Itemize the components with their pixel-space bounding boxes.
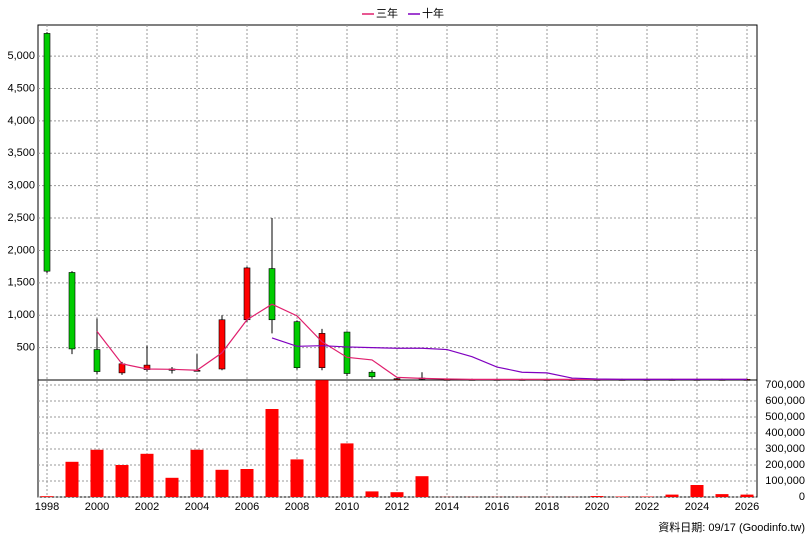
y2-tick-label: 600,000 xyxy=(765,395,805,407)
volume-bar xyxy=(665,494,679,497)
x-tick-label: 2016 xyxy=(485,501,509,513)
candle-body xyxy=(43,33,51,272)
candle-body xyxy=(393,378,401,381)
x-tick-label: 2022 xyxy=(635,501,659,513)
y-tick-label: 3,000 xyxy=(7,180,35,192)
x-tick-label: 2014 xyxy=(435,501,459,513)
volume-bar xyxy=(140,453,154,497)
volume-bar xyxy=(365,491,379,497)
volume-bar xyxy=(265,409,279,497)
y2-tick-label: 100,000 xyxy=(765,475,805,487)
y-tick-label: 3,500 xyxy=(7,147,35,159)
candle-body xyxy=(318,333,326,368)
volume-bar xyxy=(240,469,254,497)
x-tick-label: 2006 xyxy=(235,501,259,513)
volume-bar xyxy=(65,461,79,497)
volume-bar xyxy=(715,494,729,497)
volume-bar xyxy=(290,459,304,497)
y-tick-label: 2,000 xyxy=(7,244,35,256)
volume-bar xyxy=(690,485,704,497)
x-tick-label: 2004 xyxy=(185,501,209,513)
candle-body xyxy=(118,363,126,374)
candle-body xyxy=(218,319,226,370)
y-tick-label: 1,500 xyxy=(7,277,35,289)
y-tick-label: 2,500 xyxy=(7,212,35,224)
candle-body xyxy=(68,272,76,350)
volume-bar xyxy=(190,449,204,497)
x-tick-label: 2020 xyxy=(585,501,609,513)
y-tick-label: 4,000 xyxy=(7,115,35,127)
x-tick-label: 2008 xyxy=(285,501,309,513)
x-tick-label: 2024 xyxy=(685,501,709,513)
x-tick-label: 2010 xyxy=(335,501,359,513)
candle-body xyxy=(368,371,376,378)
volume-bar xyxy=(390,492,404,497)
candle-body xyxy=(243,267,251,321)
x-tick-label: 2002 xyxy=(135,501,159,513)
x-tick-label: 2000 xyxy=(85,501,109,513)
ma-line xyxy=(271,337,747,380)
volume-bar xyxy=(315,380,329,497)
x-tick-label: 2012 xyxy=(385,501,409,513)
y-tick-label: 4,500 xyxy=(7,82,35,94)
candle-body xyxy=(293,321,301,368)
volume-bar xyxy=(215,469,229,497)
volume-bar xyxy=(90,449,104,497)
volume-bar xyxy=(165,477,179,497)
y2-tick-label: 500,000 xyxy=(765,411,805,423)
x-tick-label: 2026 xyxy=(735,501,759,513)
x-tick-label: 1998 xyxy=(35,501,59,513)
y2-tick-label: 0 xyxy=(799,491,805,503)
legend-label: 三年 xyxy=(376,6,398,20)
y2-tick-label: 700,000 xyxy=(765,379,805,391)
candle-body xyxy=(143,364,151,370)
y-tick-label: 500 xyxy=(17,342,35,354)
volume-bar xyxy=(415,476,429,497)
volume-bar xyxy=(115,465,129,497)
volume-bar xyxy=(340,443,354,497)
y2-tick-label: 400,000 xyxy=(765,427,805,439)
y-tick-label: 1,000 xyxy=(7,309,35,321)
y2-tick-label: 300,000 xyxy=(765,443,805,455)
legend-label: 十年 xyxy=(422,6,444,20)
x-tick-label: 2018 xyxy=(535,501,559,513)
volume-bar xyxy=(40,496,54,497)
candle-body xyxy=(343,331,351,374)
candle-body xyxy=(93,349,101,372)
volume-bar xyxy=(590,496,604,497)
y-tick-label: 5,000 xyxy=(7,50,35,62)
footer: 資料日期: 09/17 (Goodinfo.tw) xyxy=(658,520,805,534)
candle-body xyxy=(268,268,276,321)
volume-bar xyxy=(740,494,754,497)
y2-tick-label: 200,000 xyxy=(765,459,805,471)
